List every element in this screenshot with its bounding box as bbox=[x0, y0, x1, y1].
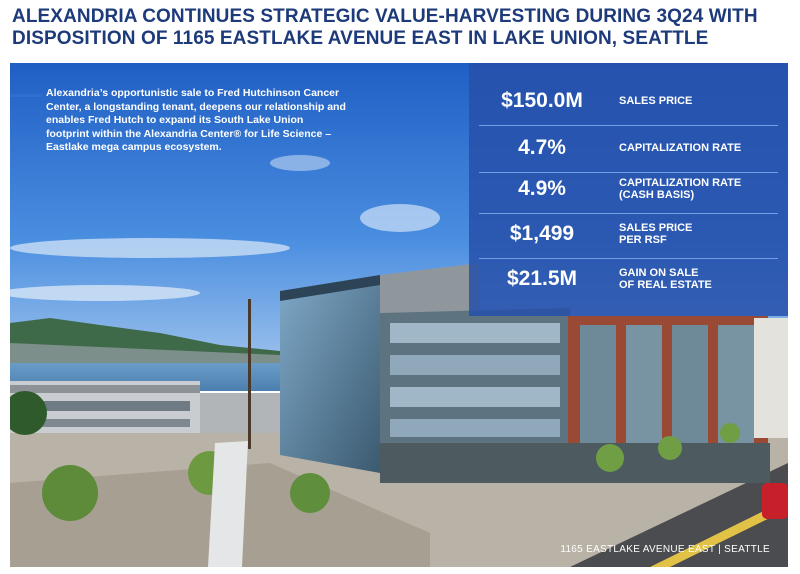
stat-sales-price-per-rsf: $1,499 SALES PRICE PER RSF bbox=[469, 209, 788, 259]
stat-value: $150.0M bbox=[501, 89, 583, 112]
stat-label-line1: SALES PRICE bbox=[619, 222, 693, 234]
title-line-2: DISPOSITION OF 1165 EASTLAKE AVENUE EAST… bbox=[12, 28, 709, 49]
stat-divider bbox=[479, 213, 778, 214]
intro-accent-rule bbox=[10, 94, 42, 97]
stat-divider bbox=[479, 258, 778, 259]
stat-divider bbox=[479, 125, 778, 126]
stat-value: 4.7% bbox=[518, 136, 566, 159]
building-photo: Alexandria’s opportunistic sale to Fred … bbox=[10, 63, 788, 567]
stat-capitalization-rate-cash: 4.9% CAPITALIZATION RATE (CASH BASIS) bbox=[469, 164, 788, 214]
stat-label-line1: SALES PRICE bbox=[619, 95, 693, 107]
stat-label: SALES PRICE PER RSF bbox=[619, 209, 784, 259]
stat-gain-on-sale: $21.5M GAIN ON SALE OF REAL ESTATE bbox=[469, 254, 788, 304]
stat-label: CAPITALIZATION RATE bbox=[619, 123, 784, 173]
stat-label-line1: GAIN ON SALE bbox=[619, 267, 699, 279]
stat-sales-price: $150.0M SALES PRICE bbox=[469, 76, 788, 126]
stat-label-line1: CAPITALIZATION RATE bbox=[619, 142, 742, 154]
stat-label-line1: CAPITALIZATION RATE bbox=[619, 177, 742, 189]
stat-label-line2: OF REAL ESTATE bbox=[619, 279, 712, 291]
stats-panel: $150.0M SALES PRICE 4.7% CAPITALIZATION … bbox=[469, 63, 788, 316]
stat-divider bbox=[479, 172, 778, 173]
stat-value: $21.5M bbox=[506, 267, 578, 290]
stat-label: SALES PRICE bbox=[619, 76, 784, 126]
stat-label: CAPITALIZATION RATE (CASH BASIS) bbox=[619, 164, 784, 214]
stat-label: GAIN ON SALE OF REAL ESTATE bbox=[619, 254, 784, 304]
title-line-1: ALEXANDRIA CONTINUES STRATEGIC VALUE-HAR… bbox=[12, 6, 758, 27]
stat-label-line2: PER RSF bbox=[619, 234, 667, 246]
stat-value: $1,499 bbox=[509, 222, 575, 245]
stat-value: 4.9% bbox=[518, 177, 566, 200]
intro-paragraph: Alexandria’s opportunistic sale to Fred … bbox=[46, 87, 346, 153]
stat-label-line2: (CASH BASIS) bbox=[619, 189, 695, 201]
photo-caption: 1165 EASTLAKE AVENUE EAST | SEATTLE bbox=[560, 544, 770, 555]
page-title: ALEXANDRIA CONTINUES STRATEGIC VALUE-HAR… bbox=[12, 6, 788, 50]
stat-capitalization-rate: 4.7% CAPITALIZATION RATE bbox=[469, 123, 788, 173]
